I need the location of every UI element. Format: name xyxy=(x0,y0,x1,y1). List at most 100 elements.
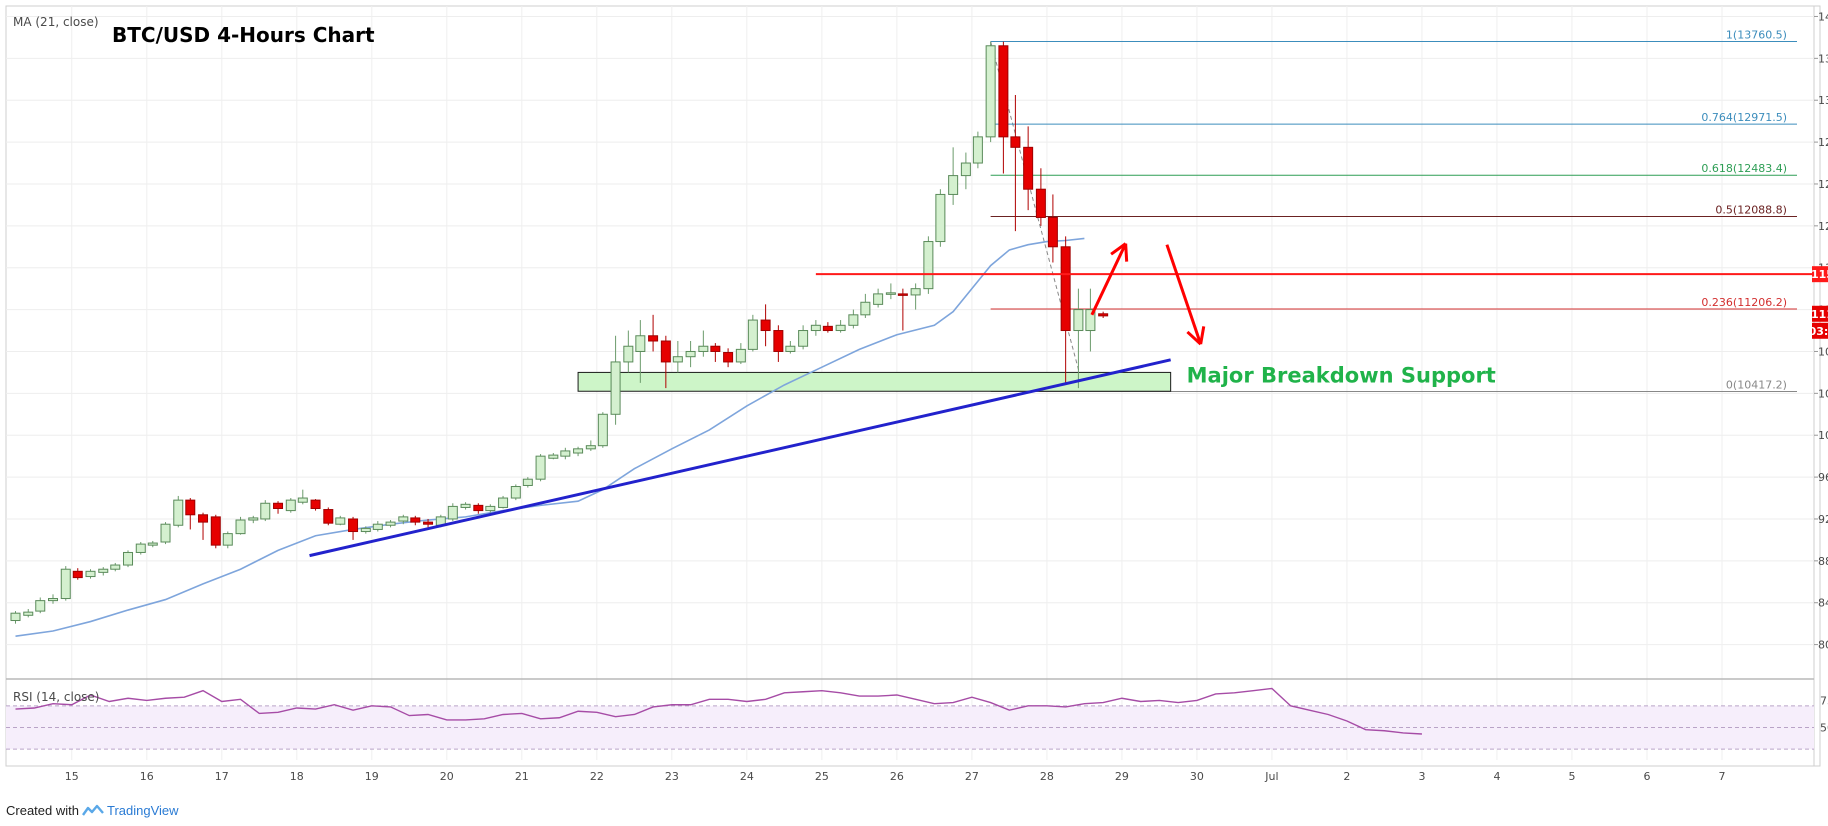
price-tick-label: 8000.0 xyxy=(1818,639,1828,652)
bear-candle xyxy=(1047,216,1058,248)
price-tick-label: 13600.0 xyxy=(1818,52,1828,65)
bear-candle xyxy=(348,518,359,533)
bull-candle xyxy=(48,598,59,602)
bear-candle xyxy=(998,45,1009,138)
price-tick-label: 14000.0 xyxy=(1818,10,1828,23)
time-tick-label: 17 xyxy=(215,770,229,783)
bull-candle xyxy=(160,523,171,543)
fib-trend-line xyxy=(990,41,1085,392)
bull-candle xyxy=(610,361,621,415)
bull-candle xyxy=(560,450,571,457)
grid-lines xyxy=(6,6,1814,760)
price-tick-label: 10000.0 xyxy=(1818,429,1828,442)
bull-candle xyxy=(960,162,971,177)
bull-candle xyxy=(447,505,458,520)
bear-candle xyxy=(198,514,209,523)
created-with-text: Created with xyxy=(6,803,79,818)
bull-candle xyxy=(885,292,896,295)
bull-candle xyxy=(848,314,859,326)
bull-candle xyxy=(935,193,946,243)
bull-candle xyxy=(285,499,296,512)
bull-candle xyxy=(910,288,921,296)
chart-title: BTC/USD 4-Hours Chart xyxy=(112,23,375,47)
price-tick-label: 13200.0 xyxy=(1818,94,1828,107)
time-tick-label: 7 xyxy=(1718,770,1725,783)
bear-candle xyxy=(723,352,734,363)
time-tick-label: 4 xyxy=(1493,770,1500,783)
last-price-tag-bg xyxy=(1812,305,1828,322)
tradingview-brand[interactable]: TradingView xyxy=(106,803,179,818)
bull-candle xyxy=(597,413,608,447)
ascending-trendline[interactable] xyxy=(309,358,1171,558)
time-tick-label: 26 xyxy=(890,770,904,783)
bear-candle xyxy=(773,330,784,352)
time-tick-label: 3 xyxy=(1418,770,1425,783)
bull-candle xyxy=(23,611,34,616)
ma-21-line xyxy=(15,237,1085,638)
arrow-head[interactable] xyxy=(1124,243,1129,262)
price-axis[interactable]: 8000.0 8400.0 8800.0 9200.0 9600.0 10000.0 104… xyxy=(1809,10,1828,735)
price-tick-label: 12800.0 xyxy=(1818,136,1828,149)
annotations[interactable] xyxy=(309,242,1814,558)
time-tick-label: 28 xyxy=(1040,770,1054,783)
bull-candle xyxy=(985,45,996,138)
bear-candle xyxy=(760,319,771,332)
arrow-head[interactable] xyxy=(1110,242,1127,256)
bear-candle xyxy=(310,499,321,509)
rsi-legend: RSI (14, close) xyxy=(13,690,99,704)
bull-candle xyxy=(510,486,521,499)
support-zone[interactable]: Major Breakdown Support xyxy=(577,363,1496,392)
rsi-tick-label: 75.00 xyxy=(1820,694,1828,707)
time-tick-label: 16 xyxy=(140,770,154,783)
bull-candle xyxy=(85,570,96,578)
time-tick-label: 18 xyxy=(290,770,304,783)
time-tick-label: 5 xyxy=(1568,770,1575,783)
bear-candle xyxy=(323,509,334,524)
bull-candle xyxy=(735,348,746,363)
fibonacci-retracement[interactable]: 1(13760.5) 0.764(12971.5) 0.618(12483.4) 0.… xyxy=(990,29,1797,393)
price-tick-label: 9200.0 xyxy=(1818,513,1828,526)
time-tick-label: Jul xyxy=(1264,770,1278,783)
bull-candle xyxy=(672,356,683,363)
fib-level-label: 0.618(12483.4) xyxy=(1701,162,1787,175)
bull-candle xyxy=(785,345,796,352)
time-tick-label: 2 xyxy=(1343,770,1350,783)
bull-candle xyxy=(485,505,496,512)
bear-candle xyxy=(1010,136,1021,148)
price-tick-label: 12000.0 xyxy=(1818,220,1828,233)
bull-candle xyxy=(798,330,809,347)
bull-candle xyxy=(548,454,559,459)
arrow-head[interactable] xyxy=(1186,330,1202,346)
bull-candle xyxy=(35,600,46,612)
bull-candle xyxy=(585,445,596,450)
arrow-shaft[interactable] xyxy=(1165,244,1203,345)
bear-candle xyxy=(185,499,196,516)
bull-candle xyxy=(835,324,846,332)
bull-candle xyxy=(10,612,21,622)
chart-labels: MA (21, close) BTC/USD 4-Hours Chart RSI… xyxy=(13,15,375,704)
bear-candle xyxy=(72,570,83,579)
time-tick-label: 19 xyxy=(365,770,379,783)
time-tick-label: 20 xyxy=(440,770,454,783)
bull-candle xyxy=(60,568,71,600)
bull-candle xyxy=(923,241,934,290)
bull-candle xyxy=(573,448,584,454)
bear-candle xyxy=(210,516,221,546)
bull-candle xyxy=(222,533,233,546)
bull-candle xyxy=(522,478,533,486)
bear-candle xyxy=(473,504,484,512)
arrow-head[interactable] xyxy=(1199,326,1206,345)
fib-level-label: 0.764(12971.5) xyxy=(1701,111,1787,124)
bull-candle xyxy=(235,519,246,535)
arrow-shaft[interactable] xyxy=(1090,242,1128,316)
fib-level-label: 0.236(11206.2) xyxy=(1701,296,1787,309)
support-zone-box[interactable] xyxy=(577,371,1172,392)
time-tick-label: 30 xyxy=(1190,770,1204,783)
bull-candle xyxy=(147,542,158,546)
bull-candle xyxy=(460,503,471,508)
bull-candle xyxy=(385,521,396,526)
bull-candle xyxy=(123,551,134,566)
time-axis[interactable]: 15 16 17 18 19 20 21 22 23 24 25 26 27 28 29 30 Jul 2 3 4 5 6… xyxy=(6,765,1814,783)
bull-candle xyxy=(135,543,146,553)
